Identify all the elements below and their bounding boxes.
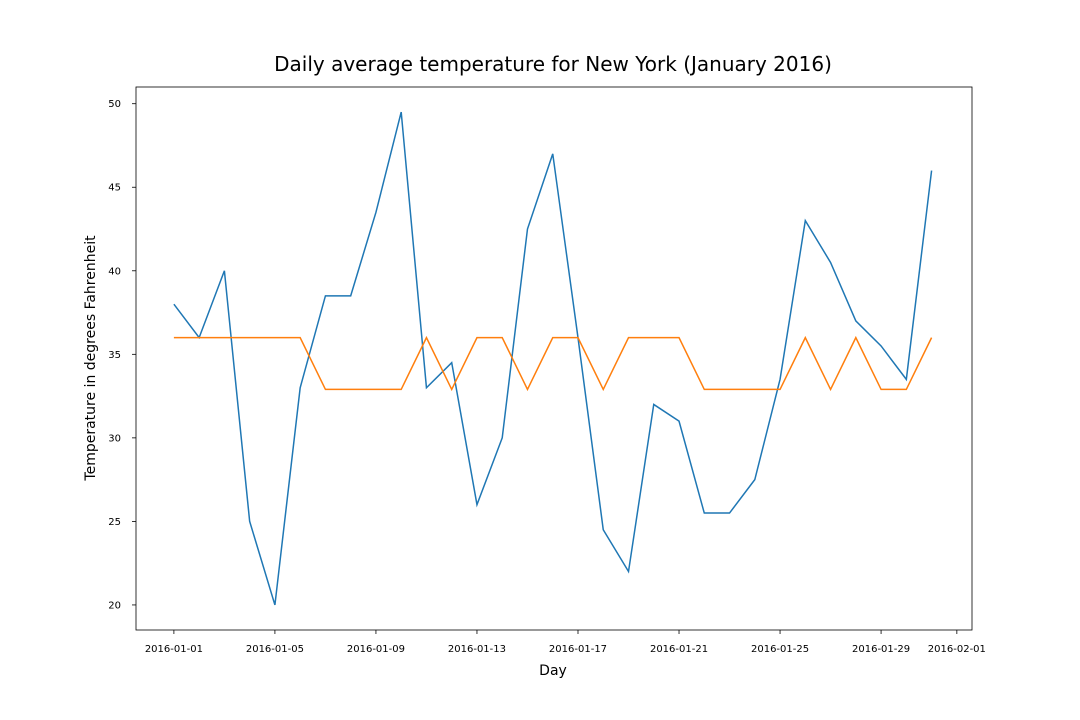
y-tick-label: 45: [108, 183, 121, 194]
y-tick-label: 30: [108, 433, 121, 444]
y-tick-label: 20: [108, 600, 121, 611]
series-line-secondary: [174, 338, 932, 390]
x-tick-label: 2016-01-17: [549, 644, 607, 655]
y-axis-label: Temperature in degrees Fahrenheit: [83, 235, 99, 482]
x-tick-label: 2016-01-13: [448, 644, 506, 655]
y-tick-label: 50: [108, 99, 121, 110]
x-tick-label: 2016-02-01: [928, 644, 986, 655]
y-tick-label: 40: [108, 266, 121, 277]
y-tick-label: 25: [108, 517, 121, 528]
series-line-temperature: [174, 112, 932, 605]
x-tick-label: 2016-01-09: [347, 644, 405, 655]
x-tick-label: 2016-01-01: [145, 644, 203, 655]
y-axis: 20 25 30 35 40 45 50: [108, 99, 136, 611]
x-axis: 2016-01-01 2016-01-05 2016-01-09 2016-01-13…: [145, 630, 986, 655]
y-tick-label: 35: [108, 350, 121, 361]
chart-title: Daily average temperature for New York (…: [274, 52, 832, 76]
series-layer: [174, 112, 932, 605]
x-tick-label: 2016-01-25: [751, 644, 809, 655]
x-tick-label: 2016-01-21: [650, 644, 708, 655]
x-axis-label: Day: [539, 663, 567, 679]
x-tick-label: 2016-01-29: [852, 644, 910, 655]
x-tick-label: 2016-01-05: [246, 644, 304, 655]
